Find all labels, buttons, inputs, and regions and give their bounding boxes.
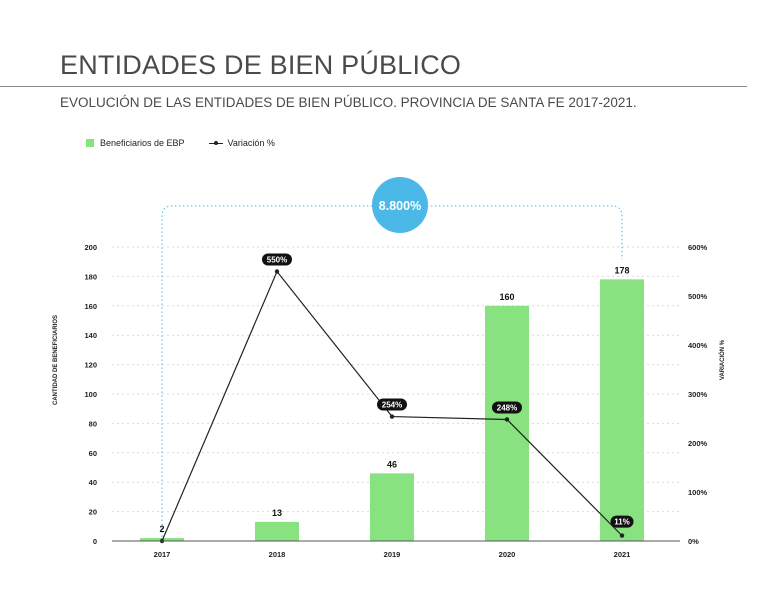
variation-badge [610,515,634,528]
variation-badge [492,401,522,414]
variation-point [504,417,510,422]
bar [600,279,644,541]
y-tick-label: 0 [93,537,97,546]
bar-value-label: 13 [272,508,282,518]
bar-value-label: 178 [614,265,629,275]
axes-group: 0 20 40 60 80 100 120 140 160 180 200 0% 100% 200% 300… [53,243,726,559]
y-tick-label: 160 [84,302,97,311]
x-tick-label: 2019 [384,550,401,559]
y-right-tick-label: 300% [688,390,708,399]
variation-badge [262,253,292,266]
variation-line-group: 550% 254% 248% 11% [159,253,634,544]
grid-lines [112,246,680,513]
page-title: ENTIDADES DE BIEN PÚBLICO [60,50,462,80]
variation-badge [377,398,407,411]
variation-value-label: 550% [267,256,287,265]
bar-value-label: 46 [387,459,397,469]
variation-value-label: 11% [614,518,630,527]
y-right-tick-label: 600% [688,243,708,252]
variation-point [389,414,395,419]
page-subtitle: EVOLUCIÓN DE LAS ENTIDADES DE BIEN PÚBLI… [60,95,637,110]
highlight-circle [372,177,428,233]
highlight-bracket: 8.800% [161,177,623,541]
legend-item-bars: Beneficiarios de EBP [86,138,185,148]
bar [370,473,414,541]
y-tick-label: 120 [84,361,97,370]
variation-value-label: 254% [382,401,402,410]
bar-value-label: 2 [159,524,164,534]
legend-line-symbol [208,139,223,147]
x-tick-label: 2018 [269,550,286,559]
variation-point [619,533,625,538]
y-tick-label: 80 [89,419,97,428]
legend-bar-swatch [86,139,94,147]
y-axis-title: CANTIDAD DE BENEFICIARIOS [53,315,59,405]
y-right-tick-label: 200% [688,439,708,448]
variation-point [274,269,280,274]
y-right-axis-title: VARIACIÓN % [718,339,726,380]
chart-legend: Beneficiarios de EBP Variación % [86,138,299,148]
y-tick-label: 40 [89,478,97,487]
title-divider [0,86,747,87]
legend-item-line: Variación % [208,138,275,148]
y-tick-label: 180 [84,272,97,281]
highlight-label: 8.800% [379,199,421,213]
y-right-tick-label: 0% [688,537,699,546]
y-tick-label: 100 [84,390,97,399]
y-right-tick-label: 500% [688,292,708,301]
y-right-tick-label: 100% [688,488,708,497]
x-tick-label: 2021 [614,550,631,559]
legend-line-label: Variación % [227,138,275,148]
x-tick-label: 2020 [499,550,516,559]
variation-value-label: 248% [497,403,517,412]
legend-bars-label: Beneficiarios de EBP [100,138,185,148]
y-tick-label: 60 [89,449,97,458]
y-tick-label: 140 [84,331,97,340]
bar-value-label: 160 [499,292,514,302]
bar-labels-group: 2 13 46 160 178 [159,265,629,534]
x-tick-label: 2017 [154,550,171,559]
bar [255,521,299,541]
y-tick-label: 200 [84,243,97,252]
bar [485,305,529,541]
y-right-tick-label: 400% [688,341,708,350]
y-tick-label: 20 [89,508,97,517]
